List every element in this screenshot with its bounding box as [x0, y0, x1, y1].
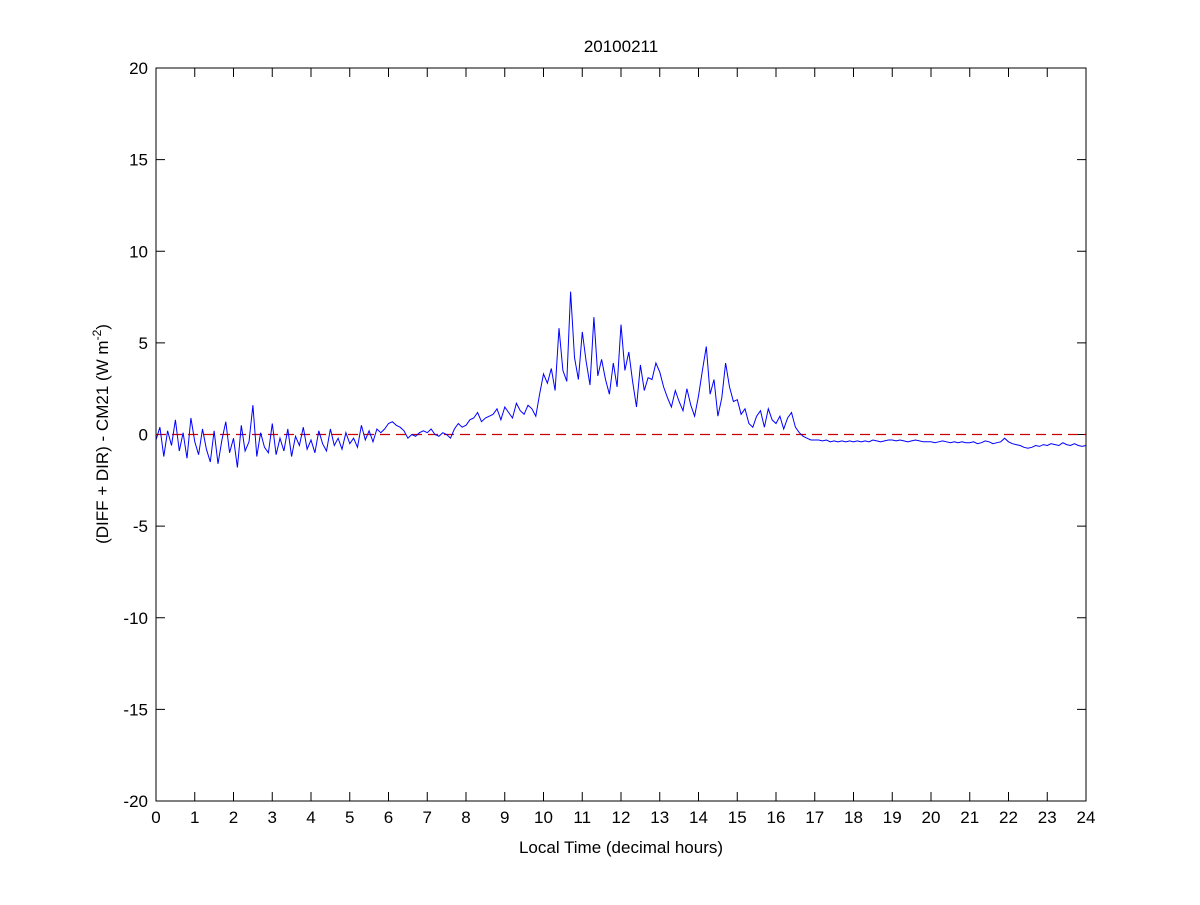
- x-tick-label: 18: [844, 808, 863, 827]
- x-tick-label: 11: [573, 808, 591, 827]
- y-tick-label: -5: [133, 517, 148, 536]
- x-tick-label: 4: [306, 808, 315, 827]
- x-tick-label: 8: [461, 808, 470, 827]
- y-tick-label: -15: [123, 700, 148, 719]
- x-tick-label: 10: [534, 808, 553, 827]
- y-axis-label-sup: -2: [90, 329, 104, 340]
- x-tick-label: 7: [423, 808, 432, 827]
- x-tick-label: 22: [999, 808, 1018, 827]
- y-axis-label-close: ): [93, 324, 112, 330]
- y-axis-label-main: (DIFF + DIR) - CM21 (W m: [93, 340, 112, 544]
- x-tick-label: 12: [612, 808, 631, 827]
- x-tick-label: 21: [960, 808, 979, 827]
- chart-title: 20100211: [584, 37, 658, 56]
- y-tick-label: 20: [129, 59, 148, 78]
- x-tick-label: 3: [268, 808, 277, 827]
- x-tick-label: 1: [190, 808, 199, 827]
- y-tick-label: 15: [129, 151, 148, 170]
- x-axis-label: Local Time (decimal hours): [519, 838, 723, 857]
- y-tick-label: -20: [123, 792, 148, 811]
- x-tick-label: 20: [922, 808, 941, 827]
- y-axis-label: (DIFF + DIR) - CM21 (W m-2): [90, 324, 112, 544]
- x-tick-label: 0: [151, 808, 160, 827]
- y-tick-label: 0: [139, 426, 148, 445]
- y-tick-label: -10: [123, 609, 148, 628]
- x-tick-label: 9: [500, 808, 509, 827]
- axis-ticks: 0 1 2 3 4 5 6 7 8 9 10 11 12 13 14 15 16 17 18 19 20 21 22 23 24…: [123, 59, 1095, 827]
- x-tick-label: 2: [229, 808, 238, 827]
- x-tick-label: 15: [728, 808, 747, 827]
- series-line: [155, 291, 1087, 468]
- x-tick-label: 24: [1077, 808, 1096, 827]
- x-tick-label: 17: [805, 808, 824, 827]
- x-tick-label: 5: [345, 808, 354, 827]
- y-tick-label: 10: [129, 242, 148, 261]
- x-tick-label: 13: [650, 808, 669, 827]
- axes-box: [155, 67, 1087, 802]
- x-tick-label: 23: [1038, 808, 1057, 827]
- x-tick-label: 19: [883, 808, 902, 827]
- x-tick-label: 6: [384, 808, 393, 827]
- y-tick-label: 5: [139, 334, 148, 353]
- x-tick-label: 14: [689, 808, 708, 827]
- x-tick-label: 16: [767, 808, 786, 827]
